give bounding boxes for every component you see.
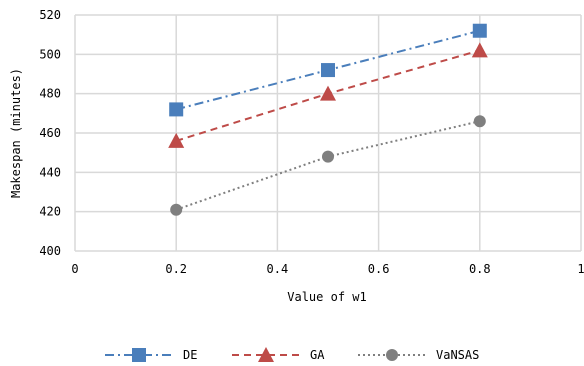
x-tick-label: 0.2	[165, 262, 187, 276]
data-point-de	[472, 23, 487, 38]
data-point-vansas	[170, 203, 183, 216]
x-tick-label: 0.8	[469, 262, 491, 276]
x-tick-label: 0	[71, 262, 78, 276]
x-axis-title: Value of w1	[287, 290, 366, 304]
data-point-ga	[168, 132, 185, 148]
data-point-vansas	[322, 150, 334, 163]
legend-label-vansas: VaNSAS	[436, 348, 479, 362]
legend-label-ga: GA	[310, 348, 325, 362]
y-tick-label: 460	[39, 126, 61, 140]
y-axis-title: Makespan (minutes)	[9, 68, 23, 198]
data-point-de	[321, 63, 335, 78]
series	[168, 23, 488, 216]
legend-label-de: DE	[183, 348, 197, 362]
legend-marker-vansas	[386, 349, 398, 361]
y-tick-label: 420	[39, 205, 61, 219]
x-tick-label: 0.4	[267, 262, 289, 276]
y-tick-label: 500	[39, 47, 61, 61]
legend-marker-de	[132, 348, 146, 362]
legend: DE GA VaNSAS	[105, 347, 479, 362]
y-tick-label: 440	[39, 165, 61, 179]
data-point-ga	[471, 42, 488, 58]
tick-labels: 0 0.2 0.4 0.6 0.8 1 400 420 440 460 480 500 520	[39, 8, 584, 276]
y-tick-label: 400	[39, 244, 61, 258]
x-tick-label: 0.6	[368, 262, 390, 276]
x-tick-label: 1	[577, 262, 584, 276]
data-point-vansas	[473, 115, 486, 128]
series-line-vansas	[175, 120, 481, 211]
legend-marker-ga	[258, 347, 274, 362]
y-tick-label: 520	[39, 8, 61, 22]
y-tick-label: 480	[39, 87, 61, 101]
data-point-ga	[320, 85, 336, 101]
grid	[74, 14, 582, 252]
data-point-de	[169, 102, 184, 117]
